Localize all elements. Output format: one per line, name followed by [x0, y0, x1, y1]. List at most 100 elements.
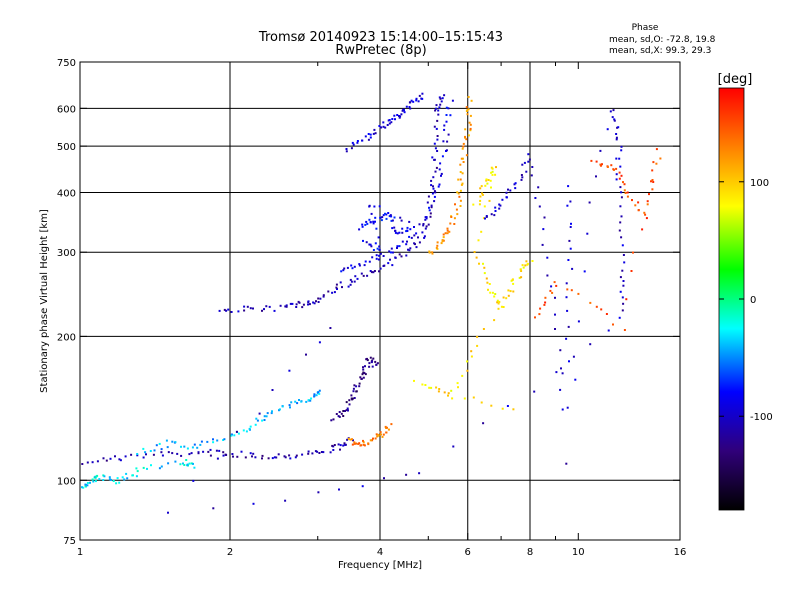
- echo-point: [436, 150, 439, 152]
- echo-point: [510, 279, 513, 282]
- echo-point: [497, 307, 500, 310]
- echo-point: [368, 365, 371, 368]
- echo-point: [279, 304, 282, 307]
- echo-point: [527, 153, 530, 156]
- echo-point: [401, 240, 404, 243]
- echo-point: [368, 260, 371, 263]
- echo-point: [441, 155, 444, 158]
- echo-point: [440, 174, 442, 177]
- echo-point: [406, 226, 409, 229]
- echo-point: [356, 140, 359, 142]
- echo-point: [374, 216, 377, 219]
- echo-point: [246, 305, 249, 308]
- echo-point: [561, 372, 564, 375]
- echo-point: [469, 114, 472, 117]
- echo-point: [480, 185, 483, 188]
- echo-point: [391, 264, 394, 267]
- echo-point: [484, 217, 486, 220]
- echo-point: [186, 464, 189, 467]
- echo-point: [401, 109, 404, 112]
- echo-point: [600, 164, 602, 167]
- echo-point: [406, 229, 409, 232]
- echo-point: [235, 430, 238, 433]
- echo-point: [400, 219, 403, 222]
- echo-point: [618, 177, 621, 180]
- echo-point: [454, 203, 456, 206]
- echo-point: [478, 262, 480, 265]
- echo-point: [619, 205, 622, 208]
- echo-point: [445, 114, 448, 116]
- echo-point: [225, 309, 228, 312]
- echo-point: [102, 474, 105, 477]
- echo-point: [468, 121, 471, 124]
- echo-point: [196, 446, 199, 449]
- echo-point: [473, 251, 476, 253]
- echo-point: [531, 260, 534, 262]
- echo-point: [298, 399, 300, 401]
- echo-point: [142, 466, 145, 469]
- echo-point: [363, 372, 366, 374]
- echo-point: [520, 174, 523, 176]
- echo-point: [355, 442, 358, 445]
- echo-point: [425, 217, 428, 220]
- echo-point: [456, 191, 459, 194]
- echo-point: [447, 392, 450, 395]
- echo-point: [270, 412, 273, 415]
- echo-point: [185, 459, 188, 461]
- echo-point: [322, 451, 325, 454]
- echo-point: [112, 480, 115, 482]
- echo-point: [329, 451, 332, 454]
- echo-point: [81, 486, 83, 489]
- echo-point: [405, 254, 408, 257]
- echo-point: [435, 166, 438, 169]
- echo-point: [301, 453, 304, 456]
- echo-point: [485, 215, 488, 217]
- echo-point: [343, 442, 346, 445]
- echo-point: [256, 419, 259, 422]
- echo-point: [382, 125, 385, 128]
- echo-point: [192, 462, 194, 465]
- echo-point: [119, 459, 122, 462]
- echo-point: [493, 319, 496, 322]
- echo-point: [202, 450, 205, 453]
- echo-point: [527, 160, 530, 163]
- echo-point: [651, 179, 654, 181]
- y-tick-label: 300: [57, 248, 76, 259]
- echo-point: [571, 267, 574, 270]
- echo-point: [361, 485, 364, 488]
- echo-point: [251, 455, 253, 458]
- echo-point: [566, 406, 569, 409]
- echo-point: [449, 222, 452, 225]
- echo-point: [372, 222, 375, 225]
- echo-point: [524, 264, 527, 267]
- echo-point: [464, 128, 467, 131]
- echo-point: [343, 267, 346, 270]
- echo-point: [345, 409, 348, 412]
- echo-point: [317, 301, 320, 303]
- echo-point: [565, 462, 568, 465]
- echo-point: [502, 296, 505, 299]
- echo-point: [261, 309, 263, 312]
- echo-point: [388, 250, 391, 253]
- echo-point: [349, 278, 352, 281]
- echo-point: [415, 99, 418, 102]
- echo-point: [375, 363, 378, 366]
- echo-point: [378, 245, 381, 248]
- echo-point: [415, 246, 418, 249]
- echo-point: [390, 251, 392, 254]
- echo-point: [350, 397, 353, 400]
- echo-point: [577, 292, 580, 295]
- echo-point: [382, 121, 385, 124]
- echo-point: [267, 457, 270, 460]
- echo-point: [374, 220, 376, 223]
- echo-point: [281, 405, 284, 408]
- echo-point: [565, 296, 568, 299]
- echo-point: [353, 265, 356, 268]
- echo-point: [446, 229, 449, 232]
- echo-point: [435, 246, 438, 249]
- echo-point: [410, 236, 413, 239]
- echo-point: [408, 235, 411, 238]
- echo-point: [335, 283, 338, 286]
- echo-point: [142, 456, 145, 459]
- echo-point: [327, 290, 330, 293]
